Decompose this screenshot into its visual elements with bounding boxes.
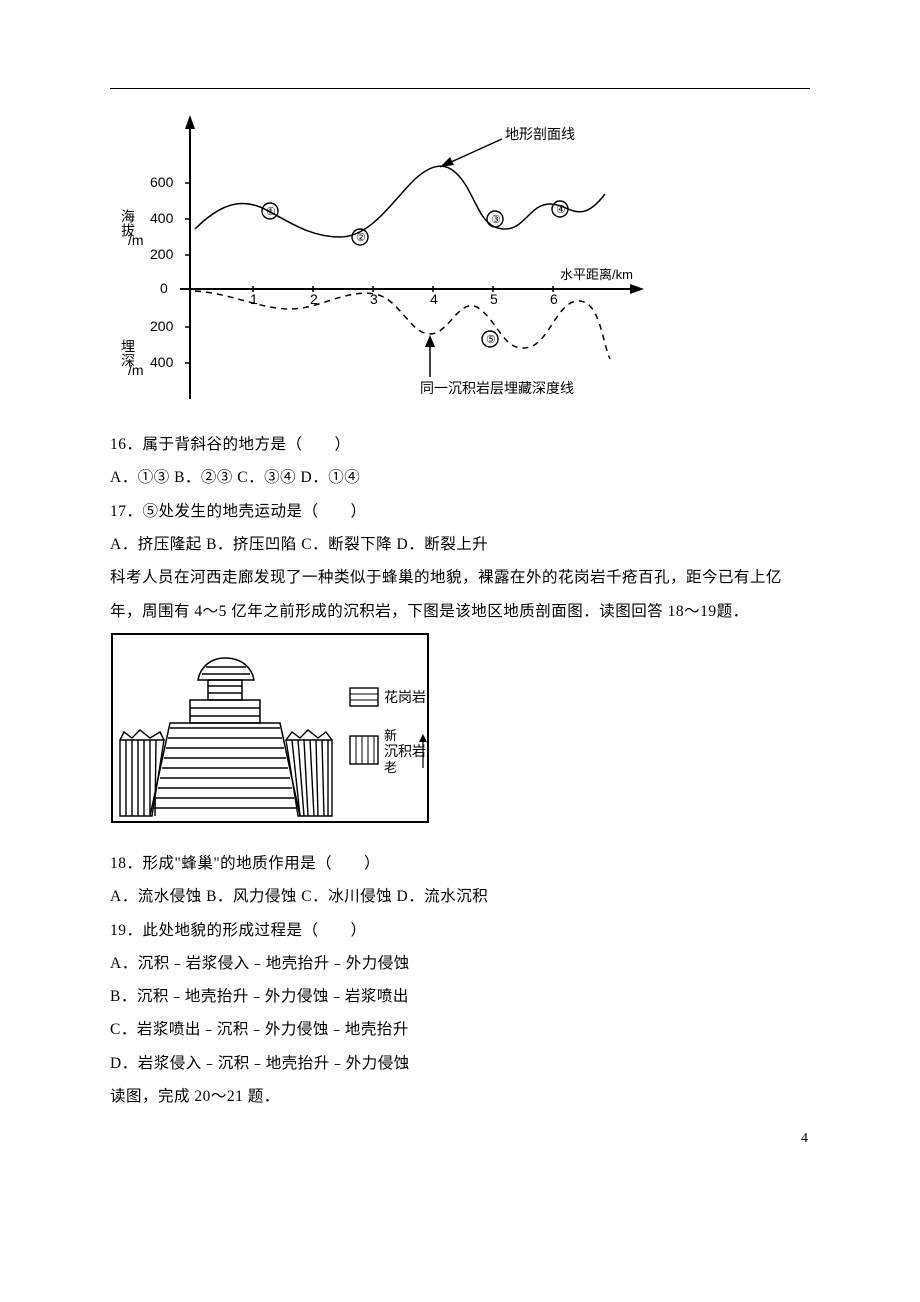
solid-curve-label: 地形剖面线 [505,126,575,142]
q17-stem: 17．⑤处发生的地壳运动是（ ） [110,495,810,528]
top-horizontal-rule [110,88,810,89]
profile-chart-svg: 0 200 400 600 200 400 1 2 3 4 5 6 [110,109,650,409]
q17-options: A．挤压隆起 B．挤压凹陷 C．断裂下降 D．断裂上升 [110,528,810,561]
dashed-curve-label: 同一沉积岩层埋藏深度线 [420,380,574,396]
callout-4: ④ [556,204,566,216]
callout-5: ⑤ [486,334,496,346]
q19-stem: 19．此处地貌的形成过程是（ ） [110,914,810,947]
legend-sed: 沉积岩 [384,743,426,759]
q19-optD: D．岩浆侵入﹣沉积﹣地壳抬升﹣外力侵蚀 [110,1047,810,1080]
page-number: 4 [801,1131,808,1147]
xt6: 6 [550,291,558,307]
legend-sed-bot: 老 [384,760,397,775]
callout-1: ① [266,206,276,218]
q19-optA: A．沉积﹣岩浆侵入﹣地壳抬升﹣外力侵蚀 [110,947,810,980]
callout-3: ③ [491,214,501,226]
figure-q16-17-chart: 0 200 400 600 200 400 1 2 3 4 5 6 [110,109,810,414]
tick-0: 0 [160,280,168,296]
xt1: 1 [250,291,258,307]
tick-600: 600 [150,174,174,190]
lead-20-21: 读图，完成 20～21 题． [110,1080,810,1113]
tick-d400: 400 [150,354,174,370]
ylabel-top-unit: /m [128,232,144,248]
legend-sed-top: 新 [384,728,397,743]
tick-400: 400 [150,210,174,226]
q19-optB: B．沉积﹣地壳抬升﹣外力侵蚀﹣岩浆喷出 [110,980,810,1013]
q18-options: A．流水侵蚀 B．风力侵蚀 C．冰川侵蚀 D．流水沉积 [110,880,810,913]
passage-18-19: 科考人员在河西走廊发现了一种类似于蜂巢的地貌，裸露在外的花岗岩千疮百孔，距今已有… [110,561,810,628]
tick-200: 200 [150,246,174,262]
geology-diagram-svg: 花岗岩 新 沉积岩 老 [110,628,430,828]
xt4: 4 [430,291,438,307]
q16-stem: 16．属于背斜谷的地方是（ ） [110,428,810,461]
tick-d200: 200 [150,318,174,334]
q19-optC: C．岩浆喷出﹣沉积﹣外力侵蚀﹣地壳抬升 [110,1013,810,1046]
ylabel-bot-unit: /m [128,362,144,378]
callout-2: ② [356,232,366,244]
xaxis-label: 水平距离/km [560,267,633,282]
q18-stem: 18．形成"蜂巢"的地质作用是（ ） [110,847,810,880]
q16-options: A．①③ B．②③ C．③④ D．①④ [110,461,810,494]
legend-granite: 花岗岩 [384,689,426,705]
figure-q18-19-diagram: 花岗岩 新 沉积岩 老 [110,628,810,833]
xt5: 5 [490,291,498,307]
